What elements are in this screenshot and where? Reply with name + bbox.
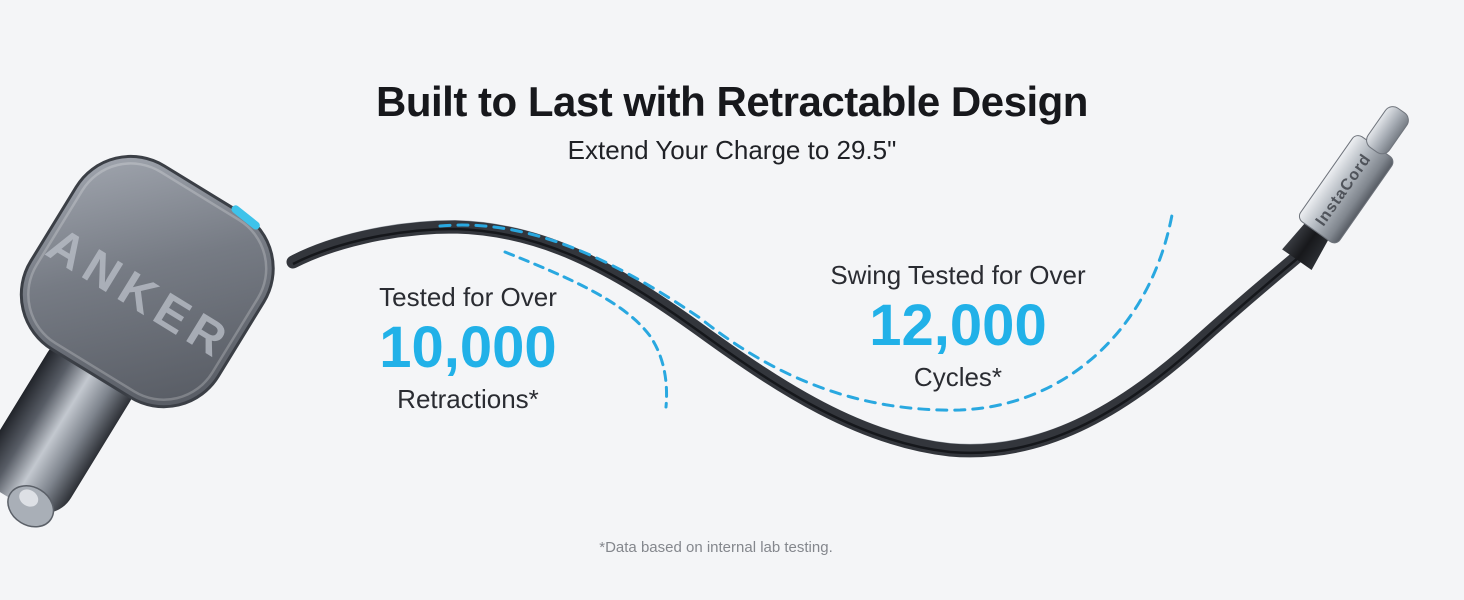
footnote: *Data based on internal lab testing. [599,539,833,556]
retraction-stat-value: 10,000 [379,315,557,380]
retraction-stat: Tested for Over 10,000 Retractions* [379,282,557,414]
retraction-dashed-arc [503,250,669,409]
subheadline: Extend Your Charge to 29.5" [567,135,897,165]
charger-face [19,154,275,409]
headline: Built to Last with Retractable Design [376,78,1088,125]
led-indicator [231,205,260,230]
charger-plug-barrel [0,337,135,514]
usb-c-tip [1366,106,1409,155]
retractable-cable [286,219,1305,458]
charger-plug-tip-highlight [19,489,39,507]
swing-test-stat-label: Cycles* [913,362,1003,392]
car-charger-image: ANKER [0,154,275,528]
swing-test-stat-intro: Swing Tested for Over [830,260,1086,290]
retraction-stat-intro: Tested for Over [379,282,557,312]
swing-test-dashed-arc [438,213,1174,412]
usb-c-connector-image: InstaCord [1282,106,1409,270]
swing-test-stat: Swing Tested for Over 12,000 Cycles* [830,260,1085,392]
swing-test-stat-value: 12,000 [869,293,1047,358]
retraction-stat-label: Retractions* [397,384,539,414]
charger-face-bevel [27,162,268,401]
